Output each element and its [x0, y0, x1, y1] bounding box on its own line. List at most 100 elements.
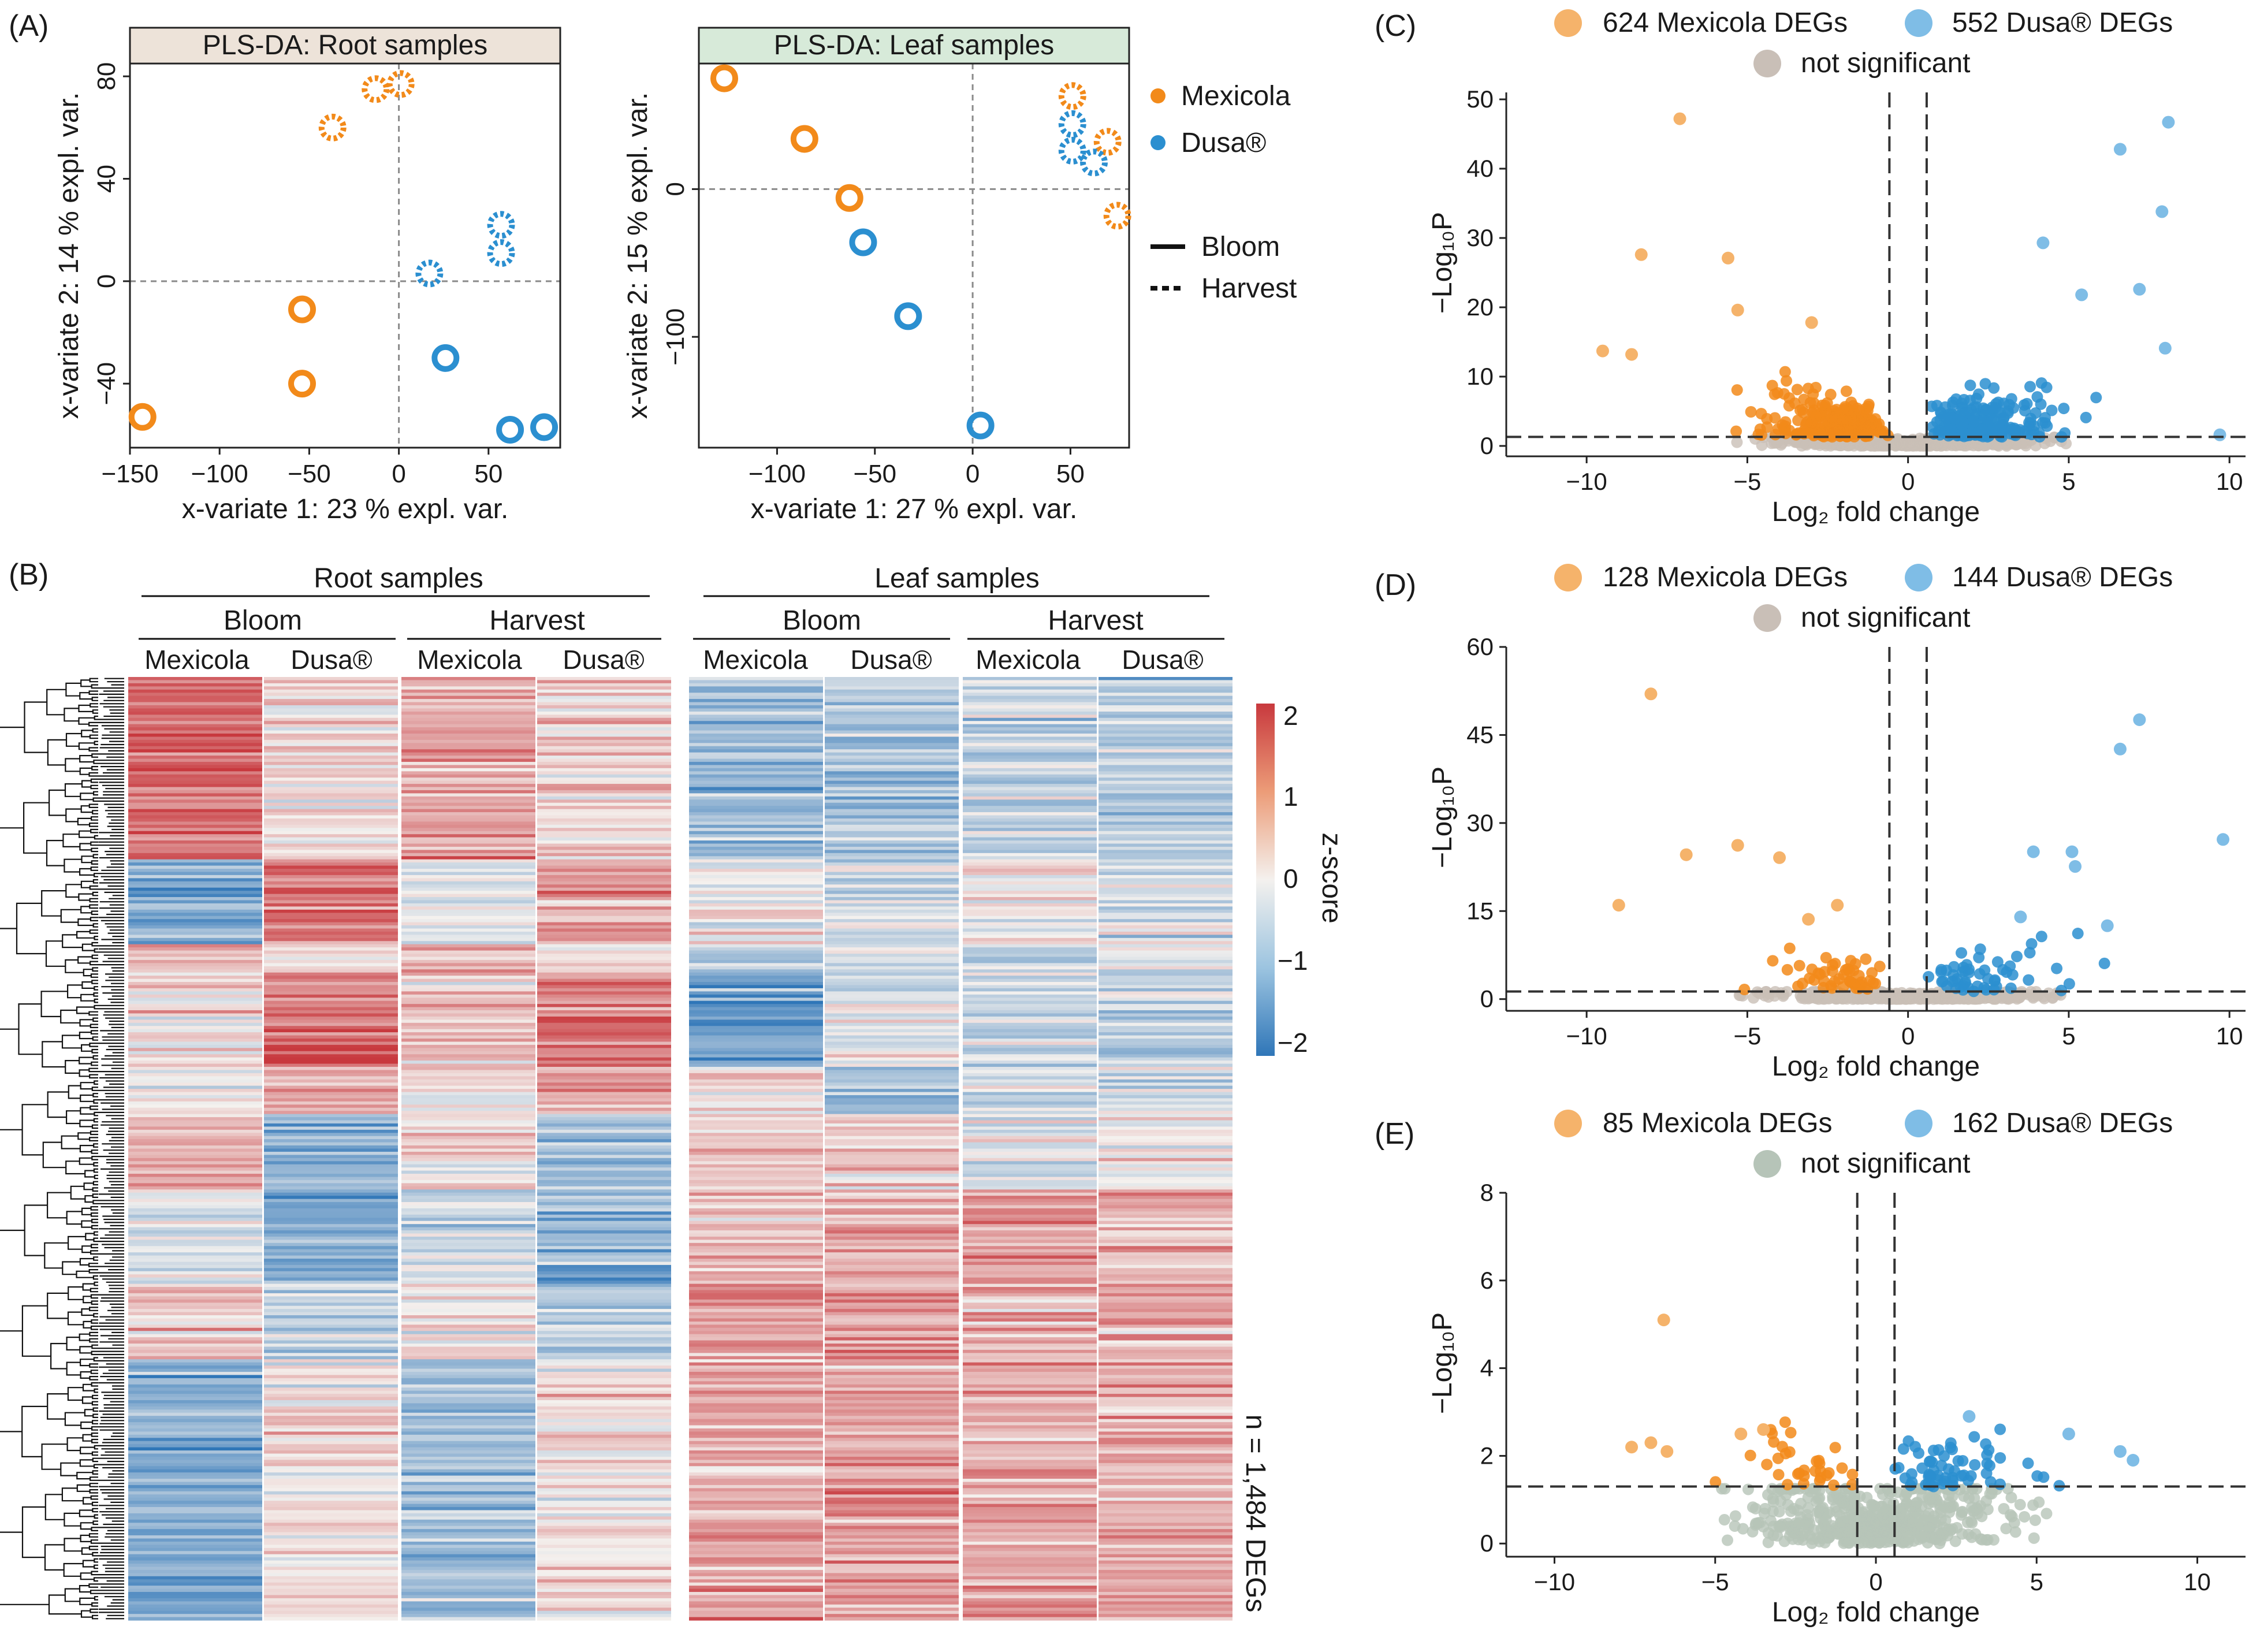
heatmap-cell: [401, 1365, 535, 1370]
heatmap-cell: [128, 1249, 262, 1253]
heatmap-cell: [1099, 1592, 1233, 1596]
heatmap-cell: [264, 1054, 398, 1058]
heatmap-cell: [825, 1381, 959, 1385]
heatmap-cell: [963, 1466, 1097, 1470]
heatmap-cell: [128, 1428, 262, 1432]
heatmap-cell: [689, 1592, 823, 1596]
heatmap-cell: [825, 1290, 959, 1294]
heatmap-cell: [963, 1614, 1097, 1618]
heatmap-cell: [963, 1516, 1097, 1520]
heatmap-cell: [128, 787, 262, 791]
heatmap-cell: [689, 1356, 823, 1360]
heatmap-cell: [264, 1214, 398, 1218]
heatmap-cell: [689, 1281, 823, 1285]
heatmap-cell: [264, 1434, 398, 1438]
heatmap-cell: [689, 1186, 823, 1190]
heatmap-cell: [1099, 913, 1233, 917]
heatmap-cell: [825, 677, 959, 681]
heatmap-cell: [128, 1199, 262, 1203]
heatmap-cell: [401, 765, 535, 769]
heatmap-cell: [963, 1554, 1097, 1558]
heatmap-cell: [537, 998, 671, 1002]
heatmap-cell: [128, 1089, 262, 1093]
deg-point: [1730, 425, 1742, 437]
heatmap-cell: [825, 935, 959, 939]
y-axis-label: x-variate 2: 14 % expl. var.: [54, 92, 84, 419]
heatmap-cell: [1099, 916, 1233, 920]
outlier-point: [1963, 1410, 1976, 1423]
heatmap-cell: [264, 1148, 398, 1152]
heatmap-cell: [689, 982, 823, 986]
heatmap-cell: [264, 806, 398, 810]
heatmap-cell: [401, 875, 535, 879]
heatmap-cell: [401, 944, 535, 948]
heatmap-cell: [264, 1095, 398, 1099]
heatmap-cell: [128, 1610, 262, 1614]
heatmap-cell: [128, 1259, 262, 1263]
heatmap-cell: [401, 1349, 535, 1353]
heatmap-cell: [963, 834, 1097, 838]
heatmap-cell: [963, 1456, 1097, 1460]
heatmap-cell: [1099, 1353, 1233, 1357]
heatmap-cell: [401, 1246, 535, 1250]
heatmap-cell: [825, 998, 959, 1002]
heatmap-cell: [537, 1145, 671, 1149]
heatmap-cell: [1099, 1588, 1233, 1593]
heatmap-cell: [401, 1136, 535, 1140]
heatmap-cell: [401, 1334, 535, 1338]
heatmap-cell: [128, 1349, 262, 1353]
heatmap-cell: [963, 878, 1097, 882]
heatmap-cell: [128, 913, 262, 917]
heatmap-cell: [825, 903, 959, 907]
heatmap-cell: [689, 1560, 823, 1564]
heatmap-cell: [401, 711, 535, 715]
heatmap-cell: [689, 758, 823, 762]
heatmap-cell: [963, 1117, 1097, 1121]
heatmap-cell: [537, 1447, 671, 1451]
heatmap-cell: [264, 717, 398, 721]
heatmap-cell: [537, 677, 671, 681]
heatmap-cell: [689, 1431, 823, 1435]
heatmap-cell: [963, 1104, 1097, 1108]
heatmap-cell: [963, 828, 1097, 832]
heatmap-cell: [264, 1136, 398, 1140]
heatmap-cell: [401, 1324, 535, 1329]
heatmap-cell: [825, 1227, 959, 1231]
heatmap-cell: [537, 1057, 671, 1061]
deg-point: [1968, 1431, 1980, 1443]
heatmap-cell: [825, 1051, 959, 1055]
deg-point: [2063, 978, 2075, 990]
heatmap-cell: [128, 1174, 262, 1178]
heatmap-cell: [689, 1519, 823, 1523]
sample-point: [790, 125, 818, 153]
legend-mexicola-dot: [1150, 88, 1166, 103]
heatmap-cell: [128, 724, 262, 728]
heatmap-cell: [1099, 1475, 1233, 1479]
heatmap-cell: [537, 1029, 671, 1033]
heatmap-cell: [689, 1497, 823, 1501]
heatmap-cell: [264, 1573, 398, 1577]
heatmap-cell: [963, 1004, 1097, 1008]
heatmap-cell: [128, 1010, 262, 1014]
heatmap-cell: [264, 1155, 398, 1159]
heatmap-cell: [264, 1538, 398, 1542]
heatmap-cell: [689, 1262, 823, 1266]
heatmap-cell: [128, 928, 262, 932]
heatmap-cell: [537, 1472, 671, 1476]
heatmap-cell: [825, 1264, 959, 1268]
heatmap-cell: [1099, 1032, 1233, 1036]
heatmap-cell: [1099, 1318, 1233, 1322]
heatmap-cell: [537, 1092, 671, 1096]
ns-point: [1971, 1483, 1983, 1495]
heatmap-cell: [825, 765, 959, 769]
heatmap-cell: [128, 1484, 262, 1489]
heatmap-cell: [825, 959, 959, 963]
heatmap-cell: [963, 730, 1097, 734]
legend-dusa-marker: [1905, 564, 1932, 591]
heatmap-cell: [1099, 1337, 1233, 1341]
deg-point: [1755, 408, 1767, 420]
heatmap-cell: [401, 1406, 535, 1410]
heatmap-cell: [401, 1252, 535, 1256]
heatmap-cell: [963, 1327, 1097, 1331]
heatmap-cell: [1099, 837, 1233, 841]
